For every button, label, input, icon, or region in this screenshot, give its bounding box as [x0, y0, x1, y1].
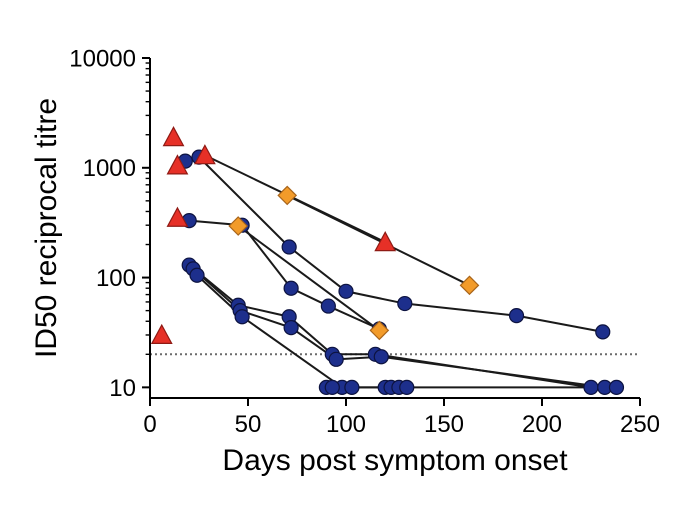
point-circle: [400, 380, 414, 394]
point-circle: [325, 380, 339, 394]
scatter-chart: 0 50 100 150 200 250 10 100 1000 10000 Days post s…: [0, 0, 700, 530]
x-tick-label: 0: [143, 411, 156, 438]
point-circle: [284, 281, 298, 295]
point-circle: [345, 380, 359, 394]
y-tick-label: 1000: [83, 155, 136, 182]
chart-svg: 0 50 100 150 200 250 10 100 1000 10000 Days post s…: [0, 0, 700, 530]
y-tick-label: 10: [109, 375, 136, 402]
point-circle: [284, 321, 298, 335]
point-circle: [609, 380, 623, 394]
point-circle: [584, 380, 598, 394]
point-circle: [282, 240, 296, 254]
x-tick-label: 100: [326, 411, 366, 438]
point-circle: [339, 284, 353, 298]
y-tick-label: 10000: [69, 45, 136, 72]
point-circle: [374, 350, 388, 364]
x-tick-label: 150: [424, 411, 464, 438]
point-circle: [510, 309, 524, 323]
point-circle: [596, 325, 610, 339]
x-tick-label: 200: [522, 411, 562, 438]
x-axis-title: Days post symptom onset: [222, 444, 568, 477]
y-axis-title: ID50 reciprocal titre: [30, 98, 63, 358]
point-circle: [235, 310, 249, 324]
y-tick-label: 100: [96, 265, 136, 292]
point-circle: [329, 352, 343, 366]
x-tick-label: 250: [620, 411, 660, 438]
x-tick-label: 50: [235, 411, 262, 438]
point-circle: [321, 299, 335, 313]
point-circle: [190, 268, 204, 282]
point-circle: [398, 297, 412, 311]
